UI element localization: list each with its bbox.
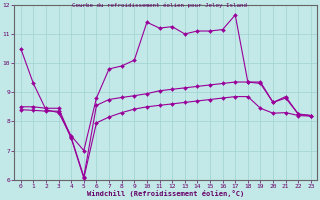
X-axis label: Windchill (Refroidissement éolien,°C): Windchill (Refroidissement éolien,°C) [87,190,244,197]
Text: Courbe du refroidissement éolien pour Jeloy Island: Courbe du refroidissement éolien pour Je… [73,3,247,8]
